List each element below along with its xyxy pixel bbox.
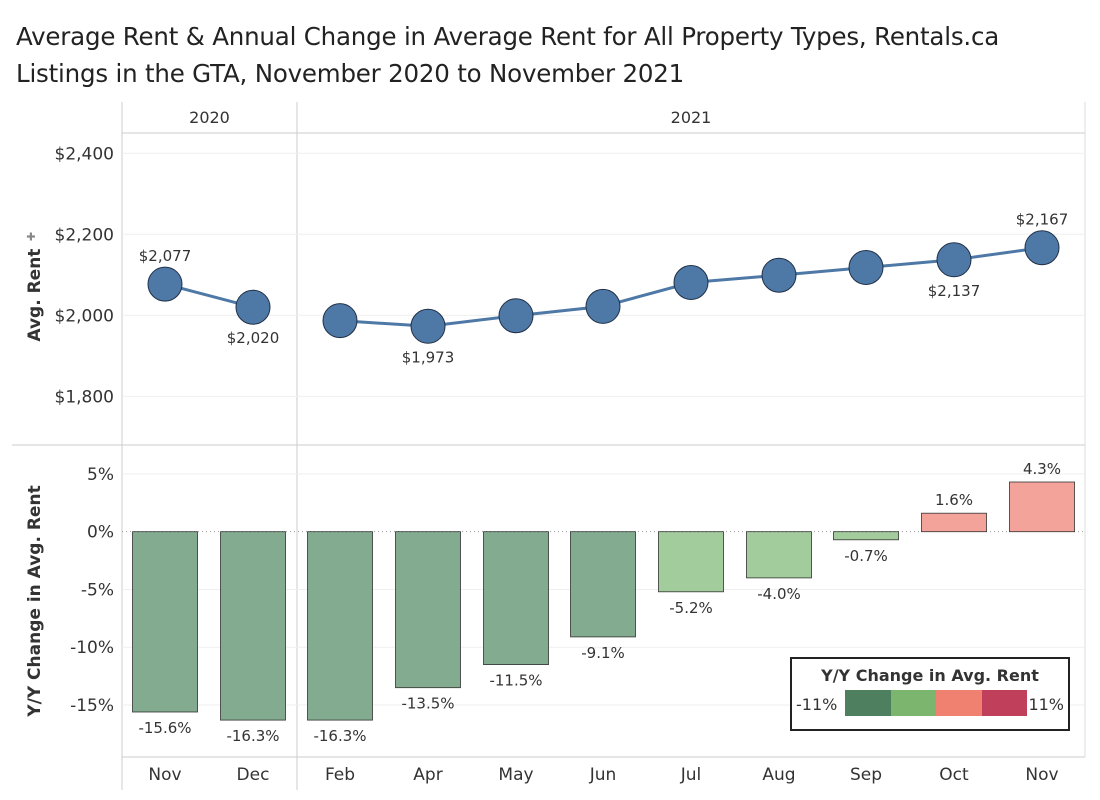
bar-y-tick-label: 5% [87, 465, 114, 485]
x-tick-label: Nov [148, 765, 181, 785]
x-tick-label: Sep [850, 765, 882, 785]
legend-swatch-4 [981, 690, 1027, 716]
legend-swatch-2 [890, 690, 936, 716]
line-point [761, 257, 797, 293]
line-data-label: $1,973 [402, 348, 455, 366]
bar-data-label: -5.2% [669, 599, 713, 617]
line-point [848, 250, 884, 285]
color-legend: Y/Y Change in Avg. Rent -11% 11% [790, 657, 1070, 731]
bar-data-label: -9.1% [581, 644, 625, 662]
bar [395, 531, 461, 689]
legend-max-label: 11% [1028, 695, 1064, 714]
line-point [322, 303, 358, 339]
x-tick-label: Jun [589, 765, 617, 785]
line-data-label: $2,077 [139, 247, 192, 265]
line-point [673, 265, 709, 300]
bar-data-label: -16.3% [313, 727, 366, 745]
year-header-2020: 2020 [189, 108, 230, 127]
bar [570, 531, 636, 638]
legend-title: Y/Y Change in Avg. Rent [821, 666, 1039, 685]
bar [833, 531, 899, 541]
bar [1009, 481, 1075, 533]
line-point [498, 298, 534, 334]
legend-swatch-1 [845, 690, 891, 716]
line-point [147, 266, 183, 302]
pin-icon: ✚ [26, 230, 35, 243]
bar [307, 531, 373, 721]
x-tick-label: Feb [325, 765, 355, 785]
x-tick-label: Oct [939, 765, 969, 785]
line-point [585, 288, 621, 324]
bar-y-tick-label: -15% [70, 696, 114, 716]
line-data-label: $2,137 [928, 282, 981, 300]
line-y-tick-label: $2,200 [55, 225, 114, 245]
bar-data-label: -11.5% [489, 672, 542, 690]
line-data-label: $2,020 [227, 329, 280, 347]
legend-min-label: -11% [796, 695, 838, 714]
line-point [1024, 230, 1060, 266]
bar-data-label: -4.0% [757, 585, 801, 603]
line-y-axis-title: Avg. Rent [25, 249, 45, 342]
bar-data-label: 4.3% [1023, 460, 1061, 478]
chart-title: Average Rent & Annual Change in Average … [16, 22, 1000, 88]
x-tick-label: Dec [237, 765, 270, 785]
line-point [235, 289, 271, 325]
line-y-tick-label: $2,000 [55, 306, 114, 326]
bar-y-tick-label: -5% [81, 580, 114, 600]
line-y-tick-label: $2,400 [55, 144, 114, 164]
bar [132, 531, 198, 713]
line-point [936, 242, 972, 278]
bar [658, 531, 724, 593]
line-data-label: $2,167 [1016, 211, 1069, 229]
bar [921, 512, 987, 533]
x-tick-label: Apr [413, 765, 442, 785]
bar-y-tick-label: 0% [87, 523, 114, 543]
x-tick-label: May [498, 765, 533, 785]
legend-color-ramp [845, 690, 1027, 716]
x-tick-label: Nov [1025, 765, 1058, 785]
bar-y-axis-title: Y/Y Change in Avg. Rent [25, 485, 45, 717]
bar-data-label: -15.6% [138, 719, 191, 737]
bar [746, 531, 812, 579]
bar-data-label: -16.3% [226, 727, 279, 745]
line-point [410, 308, 446, 344]
x-tick-label: Aug [762, 765, 795, 785]
bar-data-label: -13.5% [401, 695, 454, 713]
bar-data-label: -0.7% [844, 547, 888, 565]
bar-y-tick-label: -10% [70, 638, 114, 658]
legend-swatch-3 [936, 690, 982, 716]
line-y-tick-label: $1,800 [55, 387, 114, 407]
year-header-2021: 2021 [671, 108, 712, 127]
bar-data-label: 1.6% [935, 491, 973, 509]
bar [483, 531, 549, 666]
x-tick-label: Jul [680, 765, 702, 785]
bar [220, 531, 286, 721]
